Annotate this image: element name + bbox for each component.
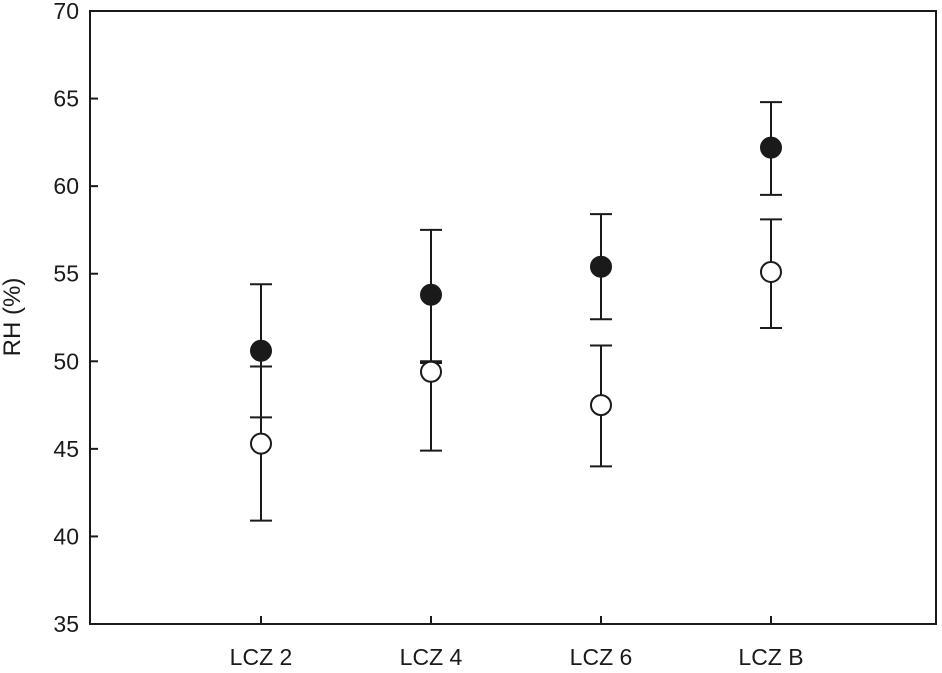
- y-tick-label: 70: [53, 0, 79, 24]
- x-tick-label: LCZ 2: [230, 644, 293, 668]
- x-tick-label: LCZ 4: [400, 644, 463, 668]
- open-point: [590, 394, 612, 417]
- y-axis-label: RH (%): [0, 278, 26, 357]
- y-tick-label: 55: [53, 261, 79, 287]
- y-tick-label: 60: [53, 173, 79, 199]
- y-tick-label: 45: [53, 436, 79, 462]
- y-tick-label: 40: [53, 523, 79, 549]
- open-point: [760, 260, 782, 283]
- y-tick-label: 65: [53, 86, 79, 112]
- open-point: [420, 360, 442, 383]
- data-points: [250, 136, 782, 455]
- filled-point: [420, 283, 442, 306]
- x-tick-label: LCZ B: [738, 644, 803, 668]
- filled-point: [760, 136, 782, 159]
- x-axis: LCZ 2 LCZ 4 LCZ 6 LCZ B: [230, 616, 804, 670]
- filled-point: [590, 255, 612, 278]
- y-axis: 35 40 45 50 55 60 65 70: [53, 0, 98, 637]
- filled-point: [250, 339, 272, 362]
- open-point: [250, 432, 272, 455]
- x-tick-label: LCZ 6: [570, 644, 633, 668]
- y-tick-label: 50: [53, 348, 79, 374]
- plot-frame: [89, 10, 937, 625]
- error-bars: [250, 101, 782, 522]
- y-tick-label: 35: [53, 611, 79, 637]
